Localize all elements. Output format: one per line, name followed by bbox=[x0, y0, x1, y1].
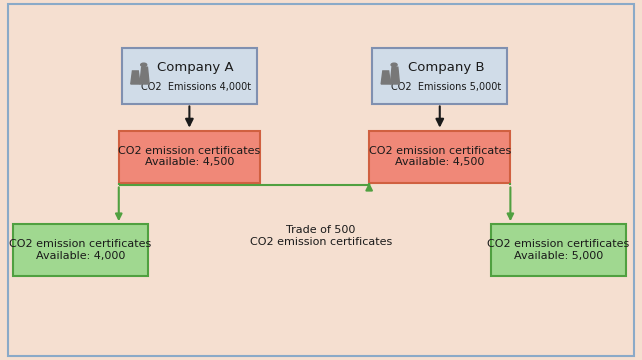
Circle shape bbox=[391, 63, 397, 67]
FancyBboxPatch shape bbox=[491, 224, 626, 276]
Polygon shape bbox=[381, 71, 390, 84]
Text: Company A: Company A bbox=[157, 61, 234, 74]
FancyBboxPatch shape bbox=[119, 131, 260, 183]
Text: Trade of 500
CO2 emission certificates: Trade of 500 CO2 emission certificates bbox=[250, 225, 392, 247]
Circle shape bbox=[141, 63, 147, 67]
Text: CO2 emission certificates
Available: 4,000: CO2 emission certificates Available: 4,0… bbox=[9, 239, 152, 261]
Text: CO2 emission certificates
Available: 4,500: CO2 emission certificates Available: 4,5… bbox=[118, 146, 261, 167]
FancyBboxPatch shape bbox=[372, 48, 507, 104]
Polygon shape bbox=[131, 71, 140, 84]
FancyBboxPatch shape bbox=[13, 224, 148, 276]
FancyBboxPatch shape bbox=[369, 131, 510, 183]
Text: CO2  Emissions 5,000t: CO2 Emissions 5,000t bbox=[391, 82, 501, 92]
Polygon shape bbox=[140, 67, 149, 84]
FancyBboxPatch shape bbox=[122, 48, 257, 104]
Polygon shape bbox=[390, 67, 399, 84]
Text: CO2  Emissions 4,000t: CO2 Emissions 4,000t bbox=[141, 82, 251, 92]
Text: Company B: Company B bbox=[408, 61, 485, 74]
Text: CO2 emission certificates
Available: 4,500: CO2 emission certificates Available: 4,5… bbox=[369, 146, 511, 167]
Text: CO2 emission certificates
Available: 5,000: CO2 emission certificates Available: 5,0… bbox=[487, 239, 630, 261]
